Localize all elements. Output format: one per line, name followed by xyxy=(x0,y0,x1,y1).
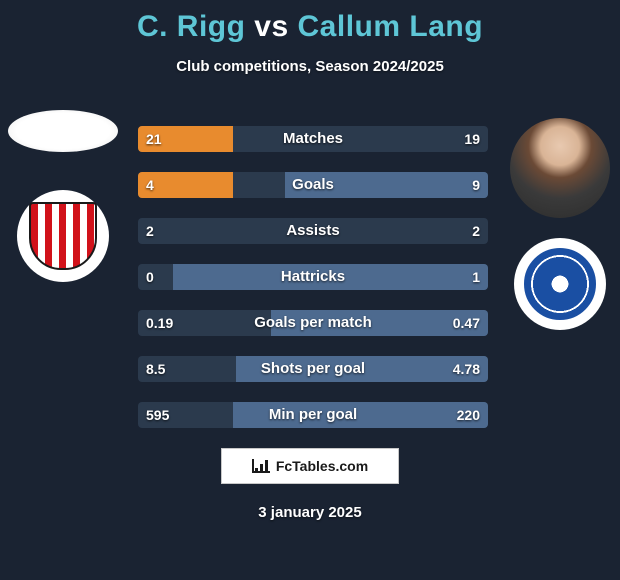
player2-club-logo xyxy=(514,238,606,330)
vs-text: vs xyxy=(254,10,288,43)
right-player-column xyxy=(500,118,620,330)
player2-avatar xyxy=(510,118,610,218)
stat-row: 595220Min per goal xyxy=(138,402,488,428)
player1-avatar xyxy=(8,110,118,152)
left-player-column xyxy=(8,110,118,282)
stat-label: Goals xyxy=(138,172,488,198)
stat-row: 0.190.47Goals per match xyxy=(138,310,488,336)
comparison-title: C. Rigg vs Callum Lang xyxy=(0,0,620,44)
stat-label: Goals per match xyxy=(138,310,488,336)
chart-icon xyxy=(252,459,270,473)
stat-label: Assists xyxy=(138,218,488,244)
stat-row: 2119Matches xyxy=(138,126,488,152)
stat-label: Shots per goal xyxy=(138,356,488,382)
stats-bars: 2119Matches 49Goals 22Assists 01Hattricks 0.… xyxy=(138,126,488,448)
subtitle: Club competitions, Season 2024/2025 xyxy=(0,58,620,75)
date-text: 3 january 2025 xyxy=(0,504,620,521)
player2-name: Callum Lang xyxy=(298,10,484,43)
stat-label: Min per goal xyxy=(138,402,488,428)
stat-row: 8.54.78Shots per goal xyxy=(138,356,488,382)
stat-row: 22Assists xyxy=(138,218,488,244)
stat-label: Hattricks xyxy=(138,264,488,290)
player1-name: C. Rigg xyxy=(137,10,246,43)
brand-badge: FcTables.com xyxy=(221,448,399,484)
stat-row: 49Goals xyxy=(138,172,488,198)
player1-club-logo xyxy=(17,190,109,282)
stat-label: Matches xyxy=(138,126,488,152)
stat-row: 01Hattricks xyxy=(138,264,488,290)
brand-text: FcTables.com xyxy=(276,458,368,474)
